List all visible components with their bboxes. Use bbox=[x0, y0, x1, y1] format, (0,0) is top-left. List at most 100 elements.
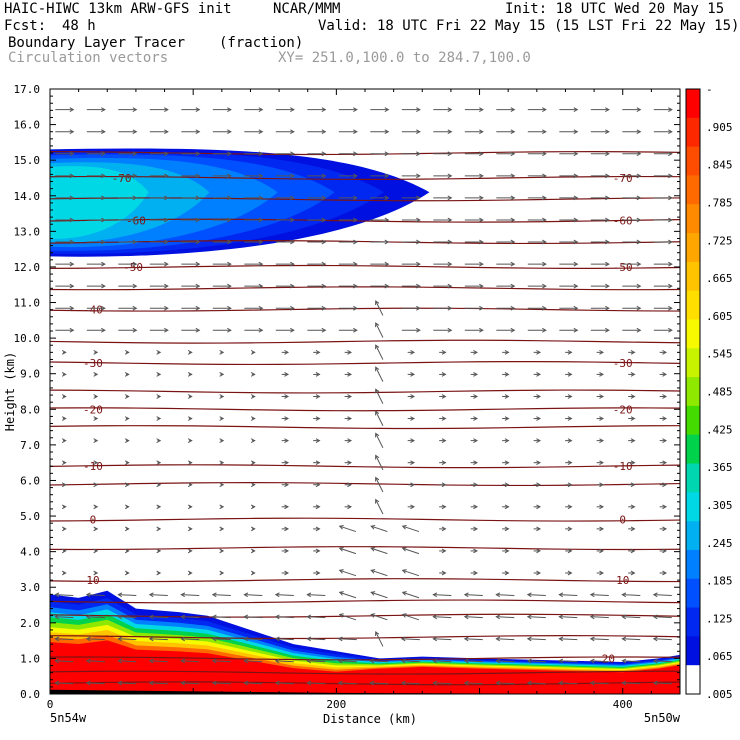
vector-arrowhead bbox=[473, 504, 479, 510]
isotherm-label: 20 bbox=[602, 652, 615, 665]
vector-arrowhead bbox=[599, 394, 605, 399]
vector-arrowhead bbox=[630, 416, 636, 421]
y-axis-label: Height (km) bbox=[3, 352, 17, 431]
vector-arrowhead bbox=[375, 322, 380, 328]
vector-arrow bbox=[590, 638, 609, 641]
vector-arrowhead bbox=[69, 173, 75, 179]
vector-arrowhead bbox=[410, 438, 416, 443]
vector-arrowhead bbox=[384, 129, 390, 135]
vector-arrowhead bbox=[567, 394, 573, 399]
vector-arrowhead bbox=[258, 261, 264, 267]
vector-arrowhead bbox=[605, 195, 610, 201]
vector-arrowhead bbox=[258, 305, 264, 311]
vector-arrowhead bbox=[284, 570, 290, 576]
vector-arrowhead bbox=[621, 680, 627, 686]
vector-arrowhead bbox=[290, 151, 295, 157]
vector-arrowhead bbox=[69, 151, 75, 157]
vector-arrowhead bbox=[290, 129, 295, 135]
vector-arrowhead bbox=[187, 570, 193, 576]
vector-arrowhead bbox=[605, 261, 610, 267]
vector-arrowhead bbox=[573, 151, 579, 157]
vector-arrowhead bbox=[370, 547, 376, 552]
vector-arrow bbox=[212, 594, 231, 597]
isotherm-label: -60 bbox=[613, 215, 633, 228]
vector-arrowhead bbox=[558, 592, 564, 598]
vector-arrowhead bbox=[101, 195, 106, 201]
vector-arrowhead bbox=[195, 239, 201, 245]
vector-arrowhead bbox=[479, 107, 484, 112]
vector-arrowhead bbox=[337, 680, 343, 686]
vector-arrowhead bbox=[605, 217, 610, 223]
vector-arrow bbox=[653, 660, 672, 663]
vector-arrowhead bbox=[479, 151, 484, 157]
colorbar-segment bbox=[686, 377, 700, 407]
vector-arrowhead bbox=[164, 283, 169, 289]
vector-arrowhead bbox=[290, 173, 295, 179]
vector-arrowhead bbox=[250, 504, 256, 510]
vector-arrowhead bbox=[195, 195, 201, 201]
colorbar-segment bbox=[686, 549, 700, 580]
vector-arrowhead bbox=[473, 482, 479, 488]
vector-arrowhead bbox=[504, 482, 510, 488]
vector-arrowhead bbox=[479, 239, 484, 245]
vector-arrowhead bbox=[630, 394, 636, 399]
vector-arrowhead bbox=[347, 504, 353, 510]
vector-arrowhead bbox=[353, 129, 358, 135]
vector-arrowhead bbox=[338, 524, 344, 530]
x-tick-label: 0 bbox=[47, 698, 54, 711]
vector-arrowhead bbox=[510, 107, 516, 112]
vector-arrowhead bbox=[187, 504, 193, 510]
vector-arrowhead bbox=[315, 349, 321, 355]
vector-arrowhead bbox=[250, 394, 256, 399]
vector-arrowhead bbox=[652, 680, 658, 686]
vector-arrow bbox=[433, 638, 452, 641]
colorbar-label: .485 bbox=[706, 386, 733, 399]
vector-arrowhead bbox=[258, 107, 264, 112]
vector-arrowhead bbox=[410, 372, 416, 377]
vector-arrowhead bbox=[258, 151, 264, 157]
vector-arrowhead bbox=[61, 460, 67, 466]
vector-arrowhead bbox=[536, 570, 542, 576]
vector-arrowhead bbox=[510, 239, 516, 245]
vector-arrowhead bbox=[211, 636, 217, 642]
vector-arrowhead bbox=[101, 217, 106, 223]
vector-arrowhead bbox=[54, 680, 60, 686]
vector-arrowhead bbox=[636, 239, 642, 245]
colorbar-label: .365 bbox=[706, 461, 733, 474]
vector-arrow bbox=[55, 682, 74, 685]
vector-arrowhead bbox=[479, 327, 484, 333]
vector-arrowhead bbox=[573, 283, 579, 289]
vector-arrowhead bbox=[250, 416, 256, 421]
vector-arrow bbox=[464, 616, 483, 619]
vector-arrowhead bbox=[250, 548, 256, 554]
vector-arrowhead bbox=[61, 482, 67, 488]
vector-arrowhead bbox=[258, 217, 264, 223]
isotherm-label: -30 bbox=[613, 357, 633, 370]
vector-arrowhead bbox=[187, 349, 193, 355]
vector-arrowhead bbox=[101, 261, 106, 267]
vector-arrow bbox=[559, 682, 578, 685]
vector-arrowhead bbox=[227, 173, 232, 179]
colorbar-segment bbox=[686, 492, 700, 522]
vector-arrowhead bbox=[250, 438, 256, 443]
vector-arrowhead bbox=[573, 195, 579, 201]
vector-arrow bbox=[212, 660, 231, 663]
vector-arrowhead bbox=[636, 195, 642, 201]
vector-arrow bbox=[244, 682, 263, 685]
boundary-layer-tracer-band bbox=[50, 640, 680, 694]
vector-arrowhead bbox=[605, 107, 610, 112]
vector-arrowhead bbox=[227, 239, 232, 245]
vector-arrow bbox=[590, 616, 609, 619]
vector-arrowhead bbox=[567, 349, 573, 355]
isotherm-line bbox=[50, 656, 680, 661]
vector-arrow bbox=[339, 547, 357, 555]
vector-arrowhead bbox=[668, 239, 673, 245]
vector-arrowhead bbox=[227, 195, 232, 201]
vector-arrowhead bbox=[401, 569, 407, 574]
vector-arrowhead bbox=[599, 548, 605, 554]
vector-arrowhead bbox=[315, 526, 321, 532]
vector-arrow bbox=[339, 591, 357, 599]
vector-arrow bbox=[370, 682, 389, 685]
isotherm-line bbox=[50, 264, 680, 269]
vector-arrowhead bbox=[54, 592, 60, 598]
